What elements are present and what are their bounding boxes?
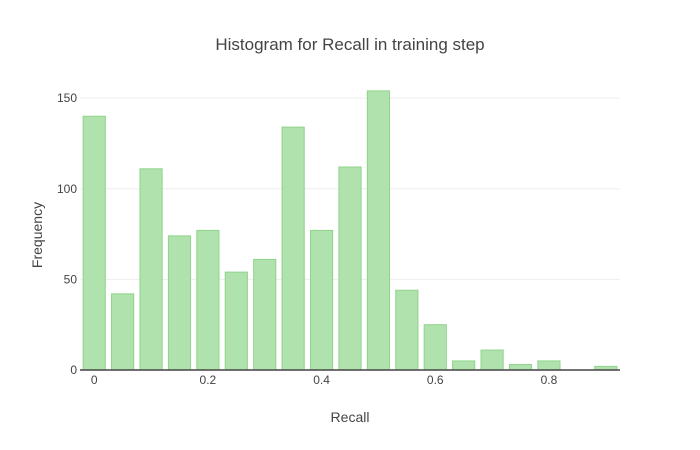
- y-tick-label: 100: [57, 182, 77, 196]
- bar: [508, 364, 533, 371]
- bar: [480, 349, 504, 371]
- y-tick-label: 50: [64, 272, 78, 286]
- bar: [224, 271, 248, 371]
- bar: [366, 90, 391, 371]
- x-tick-label: 0.4: [313, 373, 330, 387]
- y-axis-title: Frequency: [29, 202, 45, 268]
- bar: [452, 360, 476, 371]
- x-tick-labels: 0 0.2 0.4 0.6 0.8: [91, 373, 558, 387]
- bar: [196, 229, 220, 371]
- y-tick-label: 150: [57, 91, 77, 105]
- bar: [423, 324, 447, 371]
- x-tick-label: 0: [91, 373, 98, 387]
- bar: [281, 126, 305, 371]
- y-tick-label: 0: [70, 363, 77, 377]
- bars: [82, 90, 618, 371]
- bar: [167, 235, 192, 371]
- x-tick-label: 0.8: [541, 373, 558, 387]
- bar: [537, 360, 561, 371]
- bar: [338, 166, 362, 371]
- bar: [139, 168, 163, 371]
- x-tick-label: 0.6: [427, 373, 444, 387]
- bar: [309, 229, 334, 371]
- y-tick-labels: 0 50 100 150: [57, 91, 77, 377]
- chart-title: Histogram for Recall in training step: [215, 35, 484, 54]
- bar: [82, 115, 106, 371]
- bar: [111, 293, 135, 371]
- x-axis-title: Recall: [331, 409, 370, 425]
- bar: [395, 289, 419, 371]
- bar: [253, 258, 277, 371]
- x-tick-label: 0.2: [200, 373, 217, 387]
